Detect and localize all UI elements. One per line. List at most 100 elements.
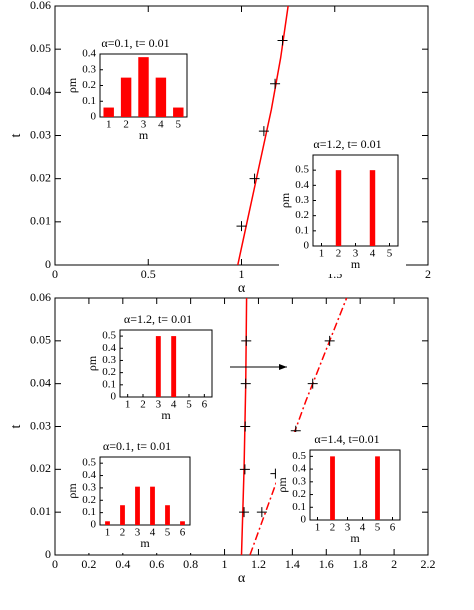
- x-tick-label: 1: [319, 248, 325, 260]
- y-tick-label: 0.2: [82, 494, 96, 506]
- y-tick-label: 0.3: [102, 354, 116, 366]
- y-tick-label: 0.3: [82, 63, 96, 75]
- data-marker: [258, 126, 269, 137]
- inset-background: [279, 137, 406, 274]
- y-axis-label: t: [9, 424, 24, 428]
- data-marker: [249, 173, 260, 184]
- x-tick-label: 1.8: [353, 557, 368, 571]
- bar: [173, 107, 184, 117]
- data-marker: [240, 421, 251, 432]
- y-tick-label: 0.1: [102, 378, 116, 390]
- x-tick-label: 3: [135, 527, 141, 539]
- data-marker: [241, 335, 252, 346]
- x-tick-label: 5: [375, 522, 381, 534]
- x-tick-label: 6: [180, 527, 186, 539]
- x-tick-label: 2.2: [421, 557, 436, 571]
- inset-title: α=1.2, t= 0.01: [124, 312, 192, 326]
- x-axis-label: m: [350, 531, 360, 545]
- x-axis-label: α: [238, 571, 246, 586]
- inset-background: [276, 432, 408, 548]
- x-tick-label: 0.6: [149, 557, 164, 571]
- y-tick-label: 0.04: [30, 84, 51, 98]
- y-tick-label: 0.5: [82, 457, 96, 469]
- y-tick-label: 0.05: [30, 41, 51, 55]
- bar: [165, 505, 170, 525]
- y-tick-label: 0.03: [30, 418, 51, 432]
- plot-frame: [99, 456, 191, 526]
- x-tick-label: 0.5: [141, 267, 156, 281]
- data-marker: [277, 35, 288, 46]
- x-tick-label: 5: [387, 248, 393, 260]
- x-tick-label: 0.4: [115, 557, 130, 571]
- y-tick-label: 0.4: [292, 463, 306, 475]
- x-tick-label: 5: [186, 399, 192, 411]
- data-marker: [240, 378, 251, 389]
- y-axis-label: ρm: [65, 483, 79, 499]
- x-tick-label: 2: [391, 557, 397, 571]
- y-tick-label: 0.2: [82, 79, 96, 91]
- data-marker: [239, 507, 250, 518]
- x-tick-label: 2: [120, 527, 126, 539]
- x-tick-label: 1.4: [285, 557, 300, 571]
- y-tick-label: 0.1: [82, 506, 96, 518]
- x-tick-label: 2: [425, 267, 431, 281]
- bar: [375, 456, 380, 520]
- inset-chart: 1 2 3 4 5 0 0.1 0.2 0.3 0.4 0.5 m ρm α=1.2, t= 0.01: [278, 137, 406, 274]
- x-tick-label: 1: [222, 557, 228, 571]
- y-tick-label: 0.01: [30, 214, 51, 228]
- y-tick-label: 0.2: [295, 209, 309, 221]
- data-marker: [239, 464, 250, 475]
- x-tick-label: 5: [176, 119, 182, 131]
- x-axis-label: m: [139, 128, 149, 142]
- x-tick-label: 4: [370, 248, 376, 260]
- bar: [171, 336, 177, 397]
- y-tick-label: 0.4: [82, 48, 96, 60]
- x-tick-label: 1.2: [251, 557, 266, 571]
- x-tick-label: 4: [360, 522, 366, 534]
- y-tick-label: 0: [111, 391, 117, 403]
- data-marker: [236, 221, 247, 232]
- y-tick-label: 0.5: [295, 164, 309, 176]
- x-tick-label: 4: [158, 119, 164, 131]
- y-axis-label: ρm: [85, 355, 99, 371]
- x-tick-label: 1: [315, 522, 321, 534]
- x-tick-label: 2: [140, 399, 146, 411]
- x-tick-label: 4: [171, 399, 177, 411]
- bar: [180, 521, 185, 525]
- y-tick-label: 0.06: [30, 0, 51, 12]
- x-tick-label: 1: [106, 119, 112, 131]
- y-tick-label: 0.02: [30, 461, 51, 475]
- x-tick-label: 0.8: [183, 557, 198, 571]
- y-axis-label: ρm: [65, 77, 79, 93]
- x-tick-label: 2: [330, 522, 336, 534]
- bar: [369, 170, 376, 246]
- y-tick-label: 0.03: [30, 127, 51, 141]
- bar: [103, 107, 114, 117]
- y-tick-label: 0: [301, 514, 307, 526]
- inset-chart: 1 2 3 4 5 6 00.10.20.30.40.5 m ρm α=0.1, t= 0.01: [65, 439, 198, 553]
- data-marker: [307, 378, 318, 389]
- x-tick-label: 3: [156, 399, 162, 411]
- x-tick-label: 2: [336, 248, 342, 260]
- bar: [105, 521, 110, 525]
- y-axis-label: ρm: [278, 192, 292, 208]
- y-tick-label: 0: [91, 111, 97, 123]
- y-tick-label: 0.5: [292, 450, 306, 462]
- y-tick-label: 0.4: [82, 469, 96, 481]
- bar: [155, 77, 167, 117]
- bar: [135, 486, 140, 525]
- y-axis-label: t: [9, 133, 24, 137]
- y-tick-label: 0.02: [30, 170, 51, 184]
- inset-title: α=1.4, t=0.01: [314, 432, 379, 446]
- x-tick-label: 6: [390, 522, 396, 534]
- x-tick-label: 0.2: [81, 557, 96, 571]
- y-tick-label: 0.5: [102, 330, 116, 342]
- y-tick-label: 0.3: [82, 481, 96, 493]
- data-marker: [256, 507, 267, 518]
- x-tick-label: 1: [239, 267, 245, 281]
- x-axis-label: m: [140, 536, 150, 550]
- y-tick-label: 0.1: [82, 95, 96, 107]
- inset-chart: 1 2 3 4 5 6 00.10.20.30.40.5 m ρm α=1.4, t=0.01: [275, 432, 408, 548]
- main-chart: 0 0.2 0.4 0.6 0.8 1 1.2 1.4 1.6 1.8 2 2.2 0 0.01 0.02 0…: [9, 290, 435, 586]
